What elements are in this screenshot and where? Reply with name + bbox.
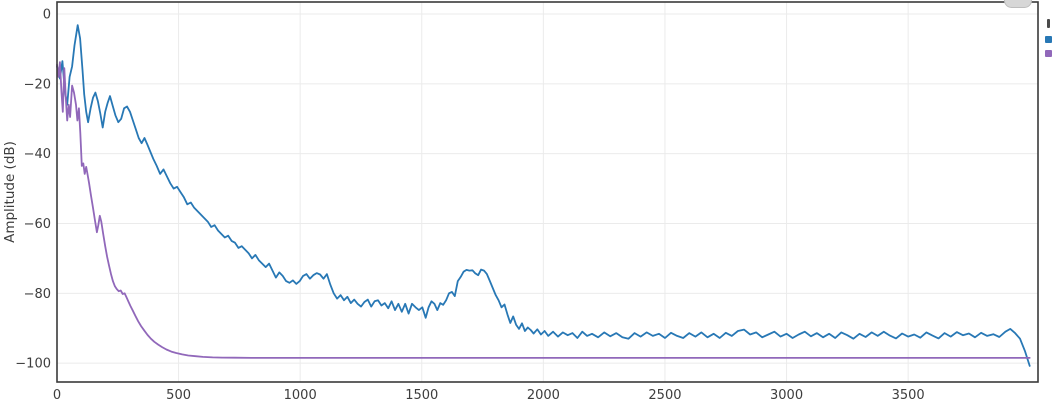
y-tick-label: −100 <box>15 357 51 372</box>
legend-swatch-series2[interactable] <box>1045 50 1052 57</box>
y-tick-label: 0 <box>43 8 51 23</box>
legend-swatch-series1[interactable] <box>1045 36 1052 43</box>
clipped-legend <box>1044 0 1053 60</box>
x-tick-label: 1000 <box>284 388 317 403</box>
x-tick-label: 1500 <box>405 388 438 403</box>
clipped-toolbar-button[interactable] <box>1004 0 1032 8</box>
menu-bar-icon[interactable] <box>1047 19 1050 28</box>
x-tick-label: 2000 <box>527 388 560 403</box>
y-tick-label: −40 <box>24 147 51 162</box>
y-tick-label: −60 <box>24 217 51 232</box>
series-line-2 <box>56 61 1031 359</box>
x-tick-label: 2500 <box>648 388 681 403</box>
y-tick-label: −20 <box>24 77 51 92</box>
x-tick-label: 500 <box>166 388 191 403</box>
y-axis-label: Amplitude (dB) <box>2 141 18 243</box>
y-tick-label: −80 <box>24 287 51 302</box>
x-tick-label: 0 <box>53 388 61 403</box>
x-tick-label: 3500 <box>892 388 925 403</box>
series-line-1 <box>56 24 1031 367</box>
plot-border <box>56 1 1039 383</box>
x-tick-label: 3000 <box>770 388 803 403</box>
